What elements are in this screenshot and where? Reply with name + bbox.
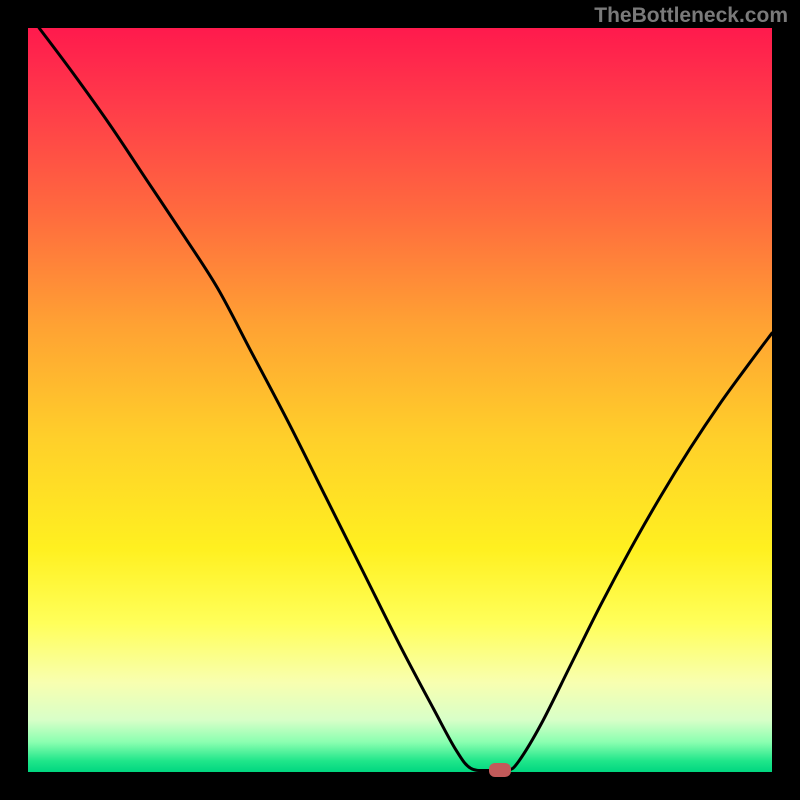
chart-container: TheBottleneck.com	[0, 0, 800, 800]
minimum-marker	[489, 763, 511, 777]
plot-area	[28, 28, 772, 772]
bottleneck-curve	[28, 28, 772, 772]
watermark-text: TheBottleneck.com	[594, 4, 788, 28]
